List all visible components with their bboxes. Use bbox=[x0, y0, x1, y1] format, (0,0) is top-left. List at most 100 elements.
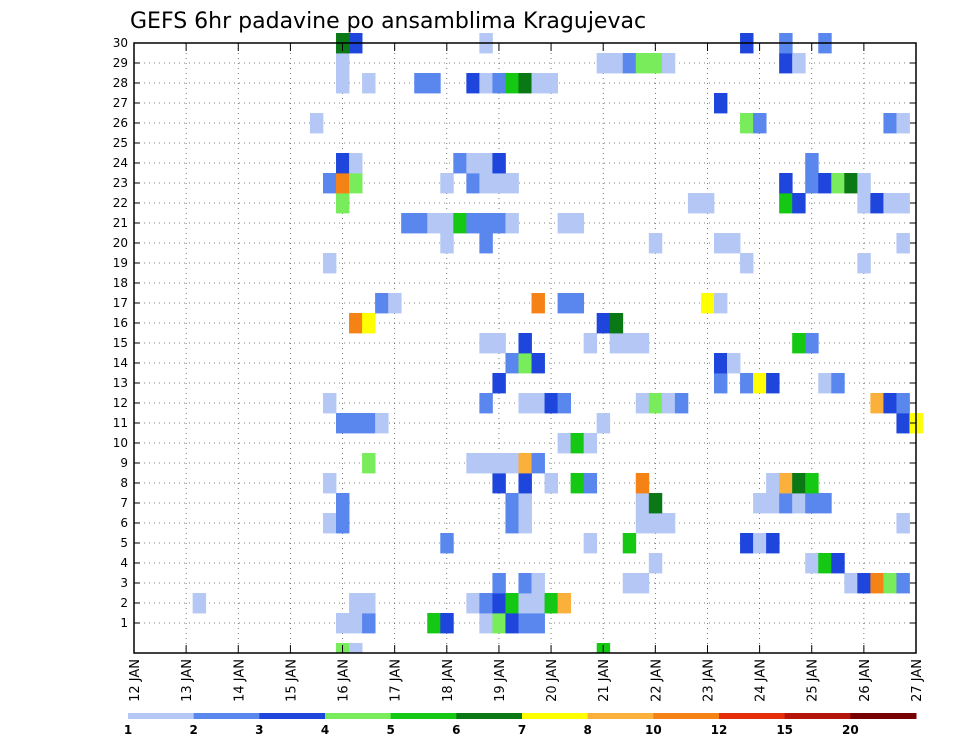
heatmap-cell bbox=[479, 333, 493, 354]
heatmap-cell bbox=[883, 113, 897, 134]
heatmap-cell bbox=[713, 353, 728, 374]
heatmap-cell bbox=[700, 193, 715, 214]
x-tick-label: 16 JAN bbox=[337, 659, 352, 702]
heatmap-cell bbox=[622, 573, 637, 594]
heatmap-cell bbox=[792, 473, 806, 494]
heatmap-cell bbox=[479, 233, 493, 254]
data-cells bbox=[192, 33, 923, 653]
heatmap-cell bbox=[740, 373, 754, 394]
colorbar-swatch bbox=[390, 713, 457, 719]
x-tick-label: 18 JAN bbox=[441, 659, 456, 702]
heatmap-cell bbox=[518, 393, 532, 414]
heatmap-cell bbox=[622, 53, 637, 74]
heatmap-cell bbox=[779, 53, 793, 74]
heatmap-cell bbox=[596, 313, 611, 334]
heatmap-cell bbox=[896, 193, 910, 214]
heatmap-cell bbox=[661, 393, 676, 414]
heatmap-cell bbox=[401, 213, 415, 234]
heatmap-cell bbox=[896, 393, 910, 414]
colorbar: 1 2 3 4 5 6 7 8 10 12 15 20 bbox=[124, 713, 917, 737]
heatmap-cell bbox=[349, 593, 363, 614]
heatmap-cell bbox=[661, 513, 676, 534]
chart-title: GEFS 6hr padavine po ansamblima Kragujev… bbox=[130, 9, 646, 34]
plot-frame bbox=[133, 42, 917, 654]
heatmap-cell bbox=[505, 173, 519, 194]
heatmap-cell bbox=[440, 213, 454, 234]
y-tick-label: 7 bbox=[120, 496, 128, 510]
colorbar-swatch bbox=[193, 713, 260, 719]
heatmap-cell bbox=[648, 53, 663, 74]
heatmap-cell bbox=[192, 593, 207, 614]
heatmap-cell bbox=[805, 493, 819, 514]
heatmap-cell bbox=[518, 73, 532, 94]
heatmap-cell bbox=[505, 73, 519, 94]
heatmap-cell bbox=[492, 593, 506, 614]
heatmap-cell bbox=[779, 493, 793, 514]
heatmap-cell bbox=[609, 53, 624, 74]
heatmap-cell bbox=[687, 193, 702, 214]
x-tick-label: 27 JAN bbox=[910, 659, 925, 702]
colorbar-label: 8 bbox=[583, 723, 591, 737]
heatmap-cell bbox=[570, 473, 585, 494]
heatmap-cell bbox=[322, 473, 337, 494]
x-tick-label: 21 JAN bbox=[597, 659, 612, 702]
heatmap-cell bbox=[583, 473, 598, 494]
heatmap-cell bbox=[349, 173, 363, 194]
heatmap-cell bbox=[818, 173, 832, 194]
heatmap-cell bbox=[518, 593, 532, 614]
colorbar-swatch bbox=[456, 713, 523, 719]
colorbar-label: 20 bbox=[842, 723, 859, 737]
y-tick-label: 25 bbox=[113, 136, 128, 150]
heatmap-cell bbox=[896, 513, 910, 534]
heatmap-cell bbox=[349, 613, 363, 634]
heatmap-cell bbox=[531, 613, 545, 634]
heatmap-cell bbox=[609, 333, 624, 354]
y-tick-label: 14 bbox=[113, 356, 128, 370]
heatmap-cell bbox=[844, 573, 858, 594]
heatmap-cell bbox=[818, 493, 832, 514]
y-tick-label: 13 bbox=[113, 376, 128, 390]
colorbar-label: 1 bbox=[124, 723, 132, 737]
heatmap-cell bbox=[544, 73, 558, 94]
heatmap-cell bbox=[557, 593, 572, 614]
heatmap-cell bbox=[336, 173, 350, 194]
heatmap-cell bbox=[531, 73, 545, 94]
heatmap-cell bbox=[583, 433, 598, 454]
heatmap-cell bbox=[805, 473, 819, 494]
heatmap-cell bbox=[883, 573, 897, 594]
heatmap-cell bbox=[427, 73, 441, 94]
x-tick-label: 25 JAN bbox=[806, 659, 821, 702]
heatmap-cell bbox=[505, 213, 519, 234]
heatmap-cell bbox=[479, 613, 493, 634]
heatmap-cell bbox=[713, 373, 728, 394]
heatmap-cell bbox=[635, 473, 650, 494]
heatmap-cell bbox=[896, 573, 910, 594]
heatmap-cell bbox=[518, 353, 532, 374]
heatmap-cell bbox=[322, 513, 337, 534]
heatmap-cell bbox=[453, 213, 467, 234]
heatmap-cell bbox=[492, 333, 506, 354]
heatmap-cell bbox=[505, 453, 519, 474]
heatmap-cell bbox=[349, 153, 363, 174]
heatmap-cell bbox=[427, 613, 441, 634]
heatmap-cell bbox=[570, 293, 585, 314]
colorbar-swatch bbox=[325, 713, 392, 719]
heatmap-cell bbox=[896, 113, 910, 134]
heatmap-cell bbox=[427, 213, 441, 234]
heatmap-cell bbox=[740, 533, 754, 554]
colorbar-swatch bbox=[784, 713, 851, 719]
heatmap-cell bbox=[557, 433, 572, 454]
heatmap-cell bbox=[414, 73, 428, 94]
x-tick-label: 15 JAN bbox=[284, 659, 299, 702]
y-tick-label: 17 bbox=[113, 296, 128, 310]
heatmap-cell bbox=[375, 293, 389, 314]
heatmap-cell bbox=[896, 233, 910, 254]
heatmap-cell bbox=[479, 393, 493, 414]
heatmap-cell bbox=[388, 293, 402, 314]
heatmap-cell bbox=[544, 473, 558, 494]
heatmap-cell bbox=[870, 193, 884, 214]
heatmap-cell bbox=[779, 473, 793, 494]
y-tick-label: 20 bbox=[113, 236, 128, 250]
x-tick-label: 14 JAN bbox=[232, 659, 247, 702]
